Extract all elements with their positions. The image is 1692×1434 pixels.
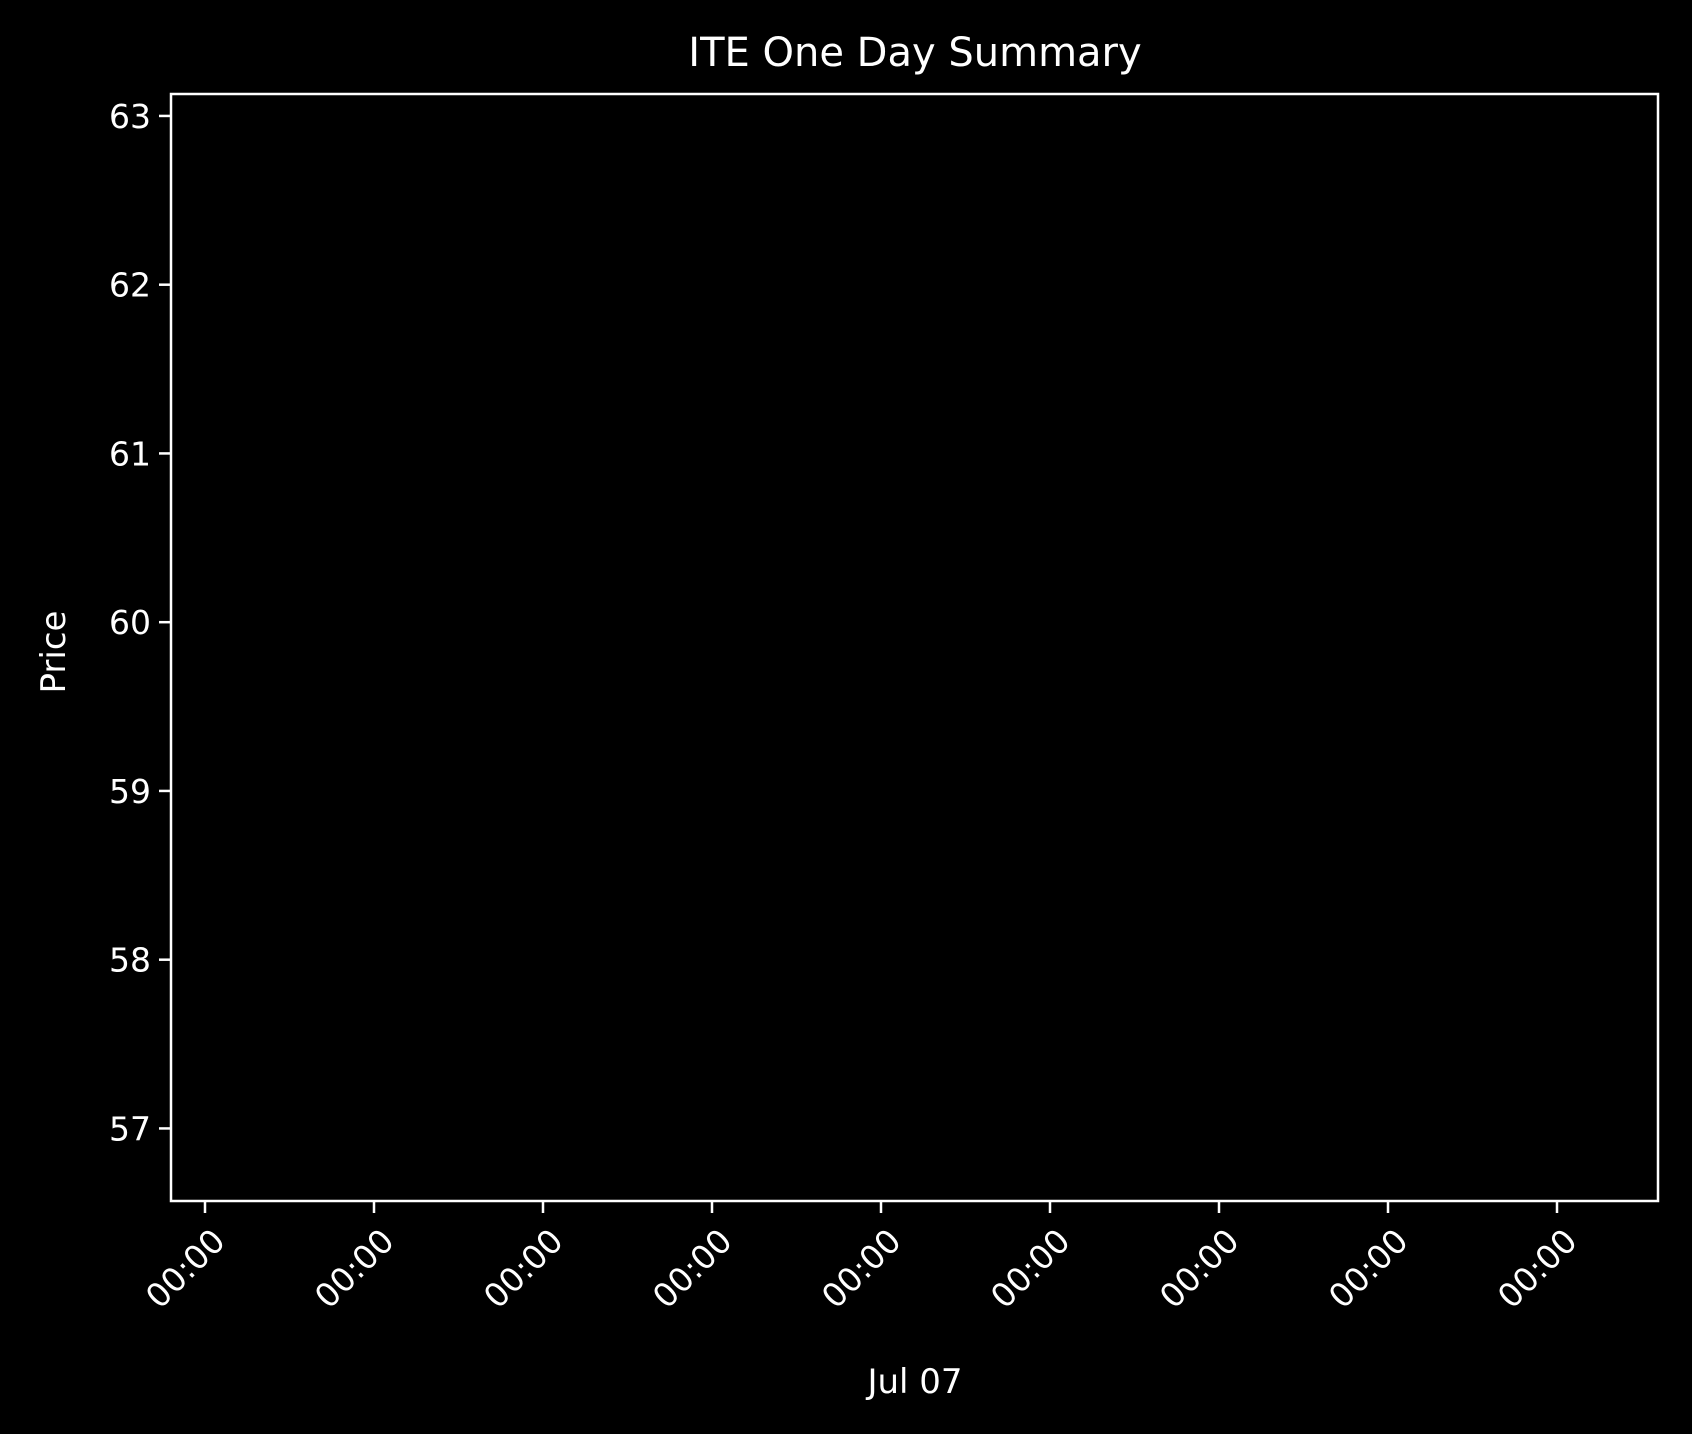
plot-area-frame [169, 92, 1660, 1203]
chart-title: ITE One Day Summary [688, 30, 1141, 76]
y-tick-label: 60 [109, 603, 151, 642]
y-tick-label: 63 [109, 97, 151, 136]
y-tick-label: 57 [109, 1109, 151, 1148]
x-axis-label: Jul 07 [865, 1362, 962, 1402]
y-tick-label: 62 [109, 266, 151, 305]
y-tick-label: 61 [109, 434, 151, 473]
y-tick-label: 59 [109, 772, 151, 811]
y-axis-label: Price [34, 611, 74, 694]
y-axis: 57 58 59 60 61 62 63 [109, 97, 171, 1148]
y-tick-label: 58 [109, 941, 151, 980]
